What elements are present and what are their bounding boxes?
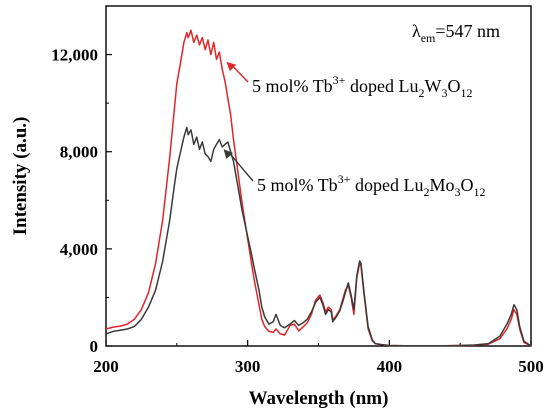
y-tick-label: 12,000 [51,46,98,65]
lambda-subscript: em [421,31,436,45]
y-tick-label: 0 [90,337,99,356]
series-group [105,29,532,347]
y-axis-title: Intensity (a.u.) [10,117,31,236]
series-line-1 [105,126,532,347]
series-label-arrowhead-1 [223,149,234,159]
series-label-arrowhead-0 [226,61,237,72]
x-tick-label: 500 [518,357,544,376]
lambda-annotation: λem=547 nm [412,21,500,45]
annotations: λem=547 nm [412,21,500,45]
series-label-0: 5 mol% Tb3+ doped Lu2W3O12 [252,73,472,100]
x-tick-label: 300 [235,357,261,376]
lambda-symbol: λ [412,21,421,41]
x-tick-label: 200 [93,357,119,376]
axes: 200 300 400 500 0 4,000 8,000 12,000 Wavelength … [10,5,544,409]
lambda-value: =547 nm [435,21,500,41]
y-tick-label: 8,000 [60,143,98,162]
x-axis-title: Wavelength (nm) [249,388,389,409]
y-tick-label: 4,000 [60,240,98,259]
x-tick-label: 400 [377,357,403,376]
series-labels: 5 mol% Tb3+ doped Lu2W3O12 5 mol% Tb3+ do… [223,61,485,199]
series-label-arrow-0 [231,65,249,83]
series-label-arrow-1 [229,152,254,182]
series-label-1: 5 mol% Tb3+ doped Lu2Mo3O12 [257,172,485,199]
